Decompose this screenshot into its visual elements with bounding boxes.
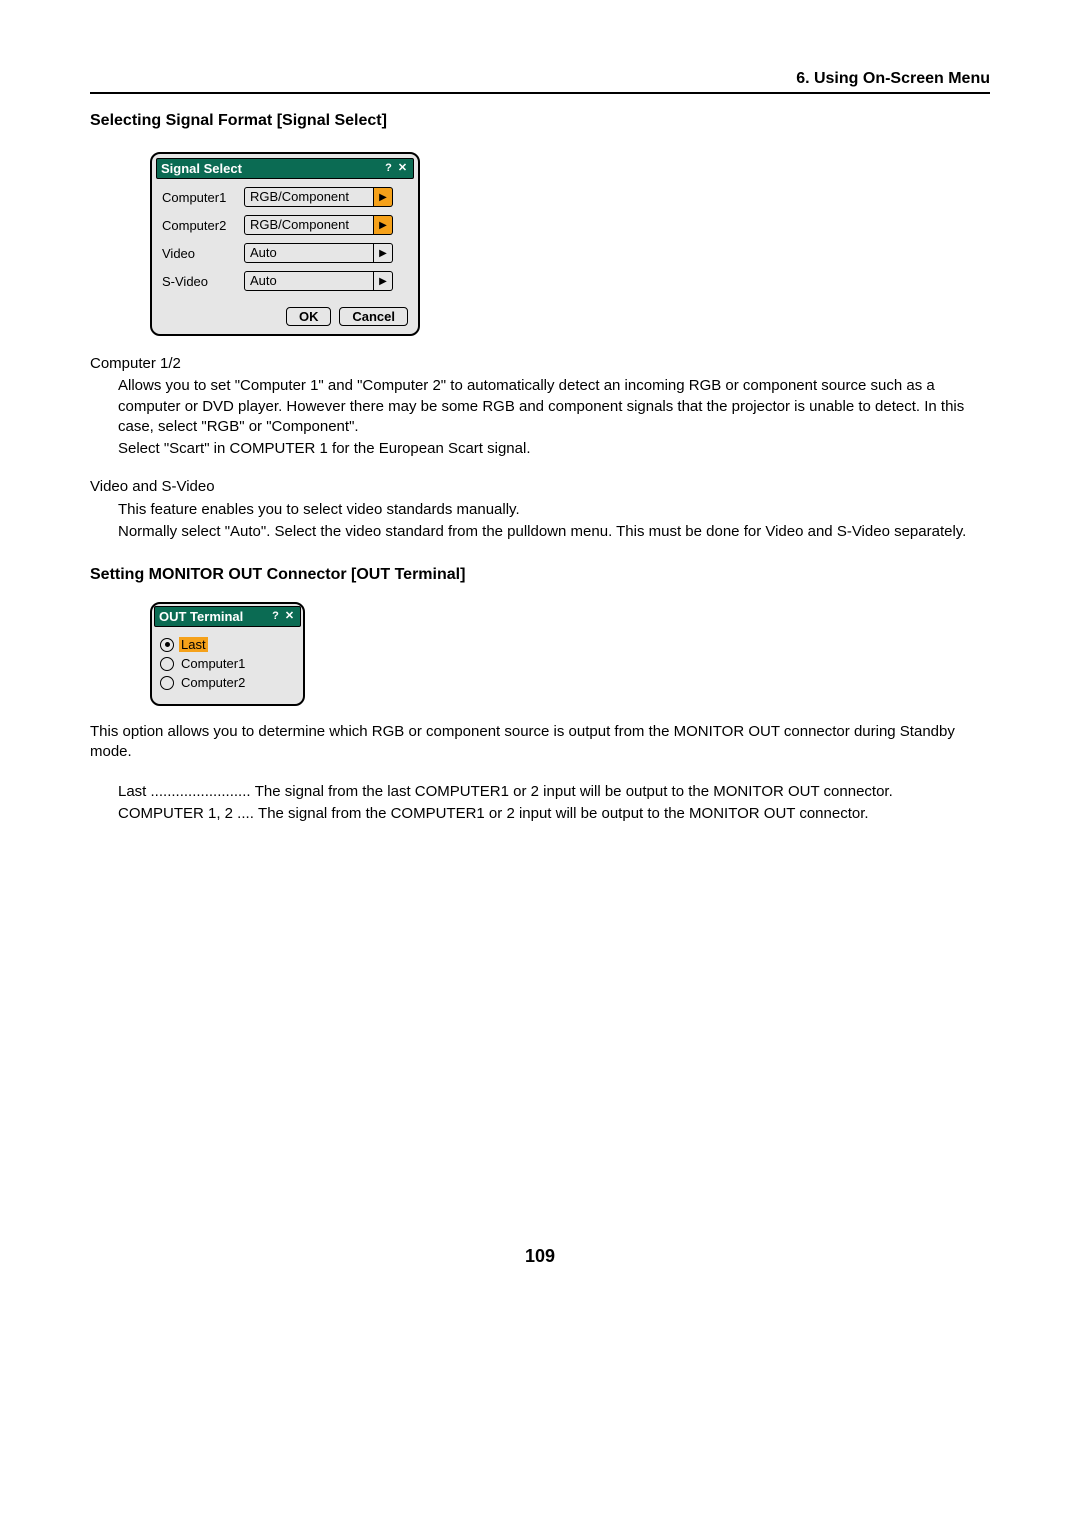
page-number: 109 xyxy=(90,1246,990,1267)
body-paragraph: Select "Scart" in COMPUTER 1 for the Eur… xyxy=(118,439,990,459)
radio-icon xyxy=(160,638,174,652)
combo-computer1[interactable]: RGB/Component ▶ xyxy=(244,187,393,207)
row-label: Computer2 xyxy=(162,218,244,233)
dialog-footer: OK Cancel xyxy=(156,303,414,326)
signal-row: Computer1 RGB/Component ▶ xyxy=(162,187,408,207)
row-label: Video xyxy=(162,246,244,261)
definition-row: Last ........................ The signal… xyxy=(118,781,990,804)
combo-svideo[interactable]: Auto ▶ xyxy=(244,271,393,291)
chevron-right-icon: ▶ xyxy=(374,187,393,207)
close-icon[interactable]: ✕ xyxy=(396,162,409,175)
radio-label: Computer1 xyxy=(179,656,247,671)
combo-text: RGB/Component xyxy=(244,215,374,235)
body-paragraph: Normally select "Auto". Select the video… xyxy=(118,522,990,542)
combo-text: Auto xyxy=(244,271,374,291)
radio-option-computer1[interactable]: Computer1 xyxy=(160,656,295,671)
definition-term: Last ........................ xyxy=(118,781,255,804)
radio-label: Last xyxy=(179,637,208,652)
radio-option-computer2[interactable]: Computer2 xyxy=(160,675,295,690)
chevron-right-icon: ▶ xyxy=(374,215,393,235)
ok-button[interactable]: OK xyxy=(286,307,332,326)
body-paragraph: This feature enables you to select video… xyxy=(118,500,990,520)
dialog-body: Computer1 RGB/Component ▶ Computer2 RGB/… xyxy=(156,179,414,303)
definition-desc: The signal from the last COMPUTER1 or 2 … xyxy=(255,781,893,804)
out-terminal-dialog: OUT Terminal ? ✕ Last Computer1 Computer… xyxy=(150,602,305,706)
dialog-titlebar: OUT Terminal ? ✕ xyxy=(154,606,301,627)
radio-icon xyxy=(160,676,174,690)
radio-option-last[interactable]: Last xyxy=(160,637,295,652)
row-label: Computer1 xyxy=(162,190,244,205)
video-heading: Video and S-Video xyxy=(90,477,990,497)
combo-text: Auto xyxy=(244,243,374,263)
row-label: S-Video xyxy=(162,274,244,289)
dialog-title: OUT Terminal xyxy=(159,609,243,624)
definition-term: COMPUTER 1, 2 .... xyxy=(118,803,258,826)
radio-icon xyxy=(160,657,174,671)
combo-video[interactable]: Auto ▶ xyxy=(244,243,393,263)
combo-text: RGB/Component xyxy=(244,187,374,207)
signal-row: Video Auto ▶ xyxy=(162,243,408,263)
chevron-right-icon: ▶ xyxy=(374,243,393,263)
cancel-button[interactable]: Cancel xyxy=(339,307,408,326)
body-paragraph: Allows you to set "Computer 1" and "Comp… xyxy=(118,376,990,437)
definitions-list: Last ........................ The signal… xyxy=(118,781,990,826)
section-title-signal-select: Selecting Signal Format [Signal Select] xyxy=(90,112,990,130)
combo-computer2[interactable]: RGB/Component ▶ xyxy=(244,215,393,235)
chevron-right-icon: ▶ xyxy=(374,271,393,291)
help-icon[interactable]: ? xyxy=(269,610,282,623)
chapter-header: 6. Using On-Screen Menu xyxy=(90,70,990,94)
definition-row: COMPUTER 1, 2 .... The signal from the C… xyxy=(118,803,990,826)
signal-row: Computer2 RGB/Component ▶ xyxy=(162,215,408,235)
section-title-out-terminal: Setting MONITOR OUT Connector [OUT Termi… xyxy=(90,566,990,584)
signal-row: S-Video Auto ▶ xyxy=(162,271,408,291)
dialog-body: Last Computer1 Computer2 xyxy=(154,627,301,696)
dialog-title: Signal Select xyxy=(161,161,242,176)
dialog-titlebar: Signal Select ? ✕ xyxy=(156,158,414,179)
close-icon[interactable]: ✕ xyxy=(283,610,296,623)
computer-heading: Computer 1/2 xyxy=(90,354,990,374)
definition-desc: The signal from the COMPUTER1 or 2 input… xyxy=(258,803,869,826)
radio-label: Computer2 xyxy=(179,675,247,690)
out-terminal-description: This option allows you to determine whic… xyxy=(90,722,990,763)
help-icon[interactable]: ? xyxy=(382,162,395,175)
signal-select-dialog: Signal Select ? ✕ Computer1 RGB/Componen… xyxy=(150,152,420,336)
